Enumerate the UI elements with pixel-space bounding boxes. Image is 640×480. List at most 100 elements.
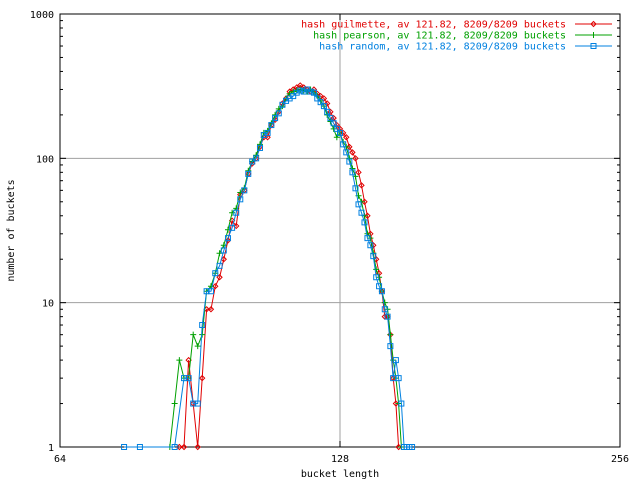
data-point xyxy=(121,444,128,450)
legend-entry: hash pearson, av 121.82, 8209/8209 bucke… xyxy=(313,31,612,42)
data-point xyxy=(343,149,350,156)
data-point xyxy=(392,400,400,407)
data-point xyxy=(256,144,263,151)
data-point xyxy=(323,100,331,107)
data-point xyxy=(320,95,328,102)
series-square xyxy=(121,86,416,450)
legend-label: hash random, av 121.82, 8209/8209 bucket… xyxy=(319,42,566,53)
data-point xyxy=(327,115,334,122)
data-point xyxy=(307,88,314,95)
data-point xyxy=(358,182,365,189)
data-point xyxy=(349,169,356,176)
data-point xyxy=(387,343,394,350)
series-layer xyxy=(121,82,416,451)
data-point xyxy=(229,224,236,231)
data-point xyxy=(327,108,334,116)
data-point xyxy=(346,158,353,165)
data-point xyxy=(355,201,362,208)
data-point xyxy=(185,375,192,382)
y-tick-label: 10 xyxy=(42,299,54,310)
data-point xyxy=(343,134,350,141)
data-point xyxy=(245,170,252,177)
data-point xyxy=(392,357,399,364)
data-point xyxy=(216,262,223,269)
data-point xyxy=(237,196,244,203)
data-point xyxy=(333,125,340,132)
data-point xyxy=(378,288,385,295)
data-point xyxy=(310,89,317,96)
data-point xyxy=(212,270,219,277)
data-point xyxy=(358,209,365,216)
data-point xyxy=(176,357,183,364)
data-point xyxy=(297,87,304,94)
data-point xyxy=(253,155,260,162)
data-point xyxy=(320,103,327,110)
data-point xyxy=(198,374,206,382)
data-point xyxy=(409,444,416,450)
x-tick-label: 64 xyxy=(54,454,66,465)
data-point xyxy=(207,306,215,313)
data-point xyxy=(290,93,297,100)
data-point xyxy=(241,187,248,194)
data-point xyxy=(279,101,286,108)
data-point xyxy=(381,299,388,306)
data-point xyxy=(194,343,201,350)
data-point xyxy=(220,247,227,254)
data-point xyxy=(224,237,232,244)
data-point xyxy=(373,266,380,273)
data-point xyxy=(333,134,340,141)
data-point xyxy=(171,400,178,407)
data-point xyxy=(339,129,347,137)
y-axis-label: number of buckets xyxy=(6,179,17,281)
data-point xyxy=(352,155,359,162)
data-point xyxy=(352,185,359,192)
x-axis-label: bucket length xyxy=(301,469,379,480)
x-tick-label: 256 xyxy=(611,454,629,465)
data-point xyxy=(364,235,371,242)
y-tick-label: 1000 xyxy=(30,10,54,21)
legend-entry: hash random, av 121.82, 8209/8209 bucket… xyxy=(319,42,612,53)
data-point xyxy=(224,235,231,242)
data-point xyxy=(349,149,356,156)
data-point xyxy=(349,165,356,172)
data-point xyxy=(233,209,240,216)
data-point xyxy=(367,242,374,249)
data-point xyxy=(194,443,201,451)
data-point xyxy=(207,288,214,295)
data-point xyxy=(190,331,197,338)
legend-entry: hash guilmette, av 121.82, 8209/8209 buc… xyxy=(301,20,612,31)
data-point xyxy=(324,108,331,115)
data-point xyxy=(590,20,597,28)
data-point xyxy=(194,400,201,407)
data-point xyxy=(136,444,143,450)
data-point xyxy=(264,129,271,136)
data-point xyxy=(361,198,368,205)
data-point xyxy=(590,32,597,38)
data-point xyxy=(272,115,279,122)
data-point xyxy=(337,129,343,136)
data-point xyxy=(212,283,219,290)
data-point xyxy=(275,110,282,117)
data-point xyxy=(381,306,388,313)
data-point xyxy=(395,443,402,451)
data-point xyxy=(370,253,377,260)
data-point xyxy=(180,443,188,451)
data-point xyxy=(317,99,324,106)
data-point xyxy=(203,288,210,295)
data-point xyxy=(333,121,341,129)
data-point xyxy=(330,120,337,127)
data-point xyxy=(361,219,368,226)
axis-ticks: 64 128 256 1 10 100 1000 xyxy=(30,10,629,465)
data-point xyxy=(340,141,347,148)
data-point xyxy=(355,169,362,176)
data-point xyxy=(249,160,256,167)
data-point xyxy=(199,322,206,329)
data-point xyxy=(268,122,275,129)
data-point xyxy=(590,43,597,49)
data-point xyxy=(207,283,214,290)
data-point xyxy=(398,400,405,407)
data-point xyxy=(314,95,321,102)
data-point xyxy=(171,444,178,450)
